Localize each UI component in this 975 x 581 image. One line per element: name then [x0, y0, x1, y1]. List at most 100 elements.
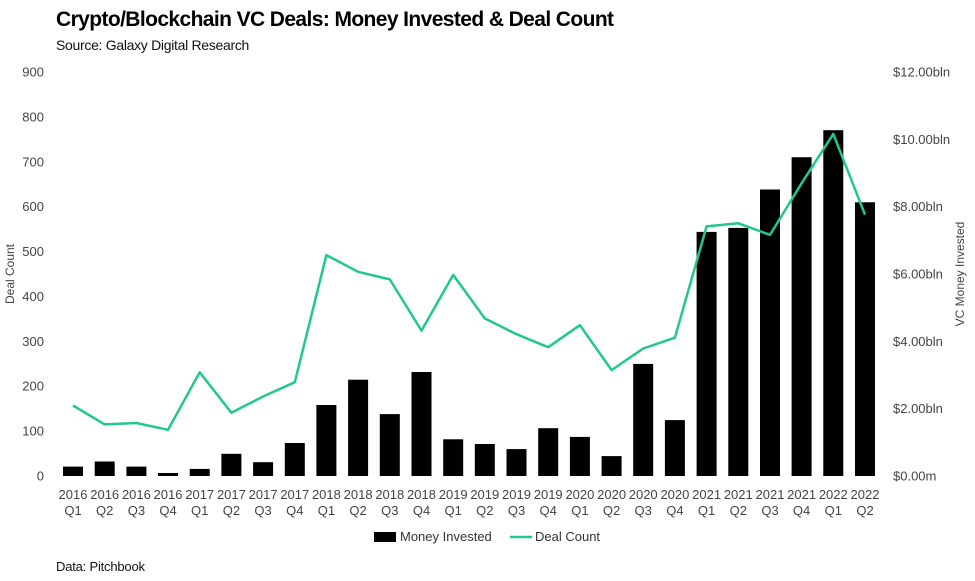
x-tick-year: 2021 — [787, 487, 816, 502]
right-tick-label: $12.00bln — [893, 65, 950, 80]
right-tick-label: $2.00bln — [893, 401, 943, 416]
bar-money-invested-18 — [633, 363, 654, 476]
bar-money-invested-6 — [253, 462, 274, 476]
data-source-note: Data: Pitchbook — [56, 559, 145, 574]
x-tick-quarter: Q3 — [761, 503, 778, 518]
x-tick-year: 2020 — [660, 487, 689, 502]
bar-money-invested-0 — [63, 466, 83, 476]
bar-money-invested-5 — [221, 453, 242, 476]
bar-money-invested-12 — [443, 439, 464, 476]
bar-money-invested-8 — [316, 405, 337, 476]
x-tick-quarter: Q4 — [286, 503, 303, 518]
right-axis: $0.00m $2.00bln $4.00bln $6.00bln $8.00bln $1… — [893, 65, 950, 484]
bar-money-invested-7 — [284, 443, 305, 476]
line-deal-count — [72, 132, 867, 432]
left-axis-title: Deal Count — [3, 243, 17, 304]
x-tick-quarter: Q4 — [413, 503, 430, 518]
bar-series — [63, 130, 875, 477]
left-tick-label: 300 — [22, 334, 44, 349]
x-tick-quarter: Q2 — [856, 503, 873, 518]
left-tick-label: 100 — [22, 424, 44, 439]
bar-money-invested-2 — [126, 466, 147, 476]
bar-money-invested-16 — [569, 436, 590, 476]
x-tick-quarter: Q1 — [571, 503, 588, 518]
left-tick-label: 800 — [22, 109, 44, 124]
legend-label-money-invested: Money Invested — [400, 529, 492, 544]
x-tick-quarter: Q2 — [603, 503, 620, 518]
x-tick-year: 2016 — [154, 487, 183, 502]
left-tick-label: 200 — [22, 379, 44, 394]
x-tick-year: 2022 — [851, 487, 880, 502]
right-tick-label: $6.00bln — [893, 267, 943, 282]
x-tick-year: 2017 — [217, 487, 246, 502]
bar-money-invested-10 — [379, 414, 400, 476]
x-tick-year: 2020 — [597, 487, 626, 502]
x-tick-year: 2021 — [724, 487, 753, 502]
bar-money-invested-1 — [94, 461, 115, 476]
right-tick-label: $10.00bln — [893, 132, 950, 147]
line-series — [72, 132, 867, 432]
x-tick-quarter: Q4 — [666, 503, 683, 518]
x-tick-year: 2022 — [819, 487, 848, 502]
x-tick-quarter: Q4 — [159, 503, 176, 518]
bar-money-invested-13 — [474, 444, 495, 476]
x-tick-year: 2018 — [312, 487, 341, 502]
x-tick-quarter: Q3 — [254, 503, 271, 518]
right-tick-label: $4.00bln — [893, 334, 943, 349]
left-tick-label: 900 — [22, 65, 44, 80]
left-tick-label: 400 — [22, 289, 44, 304]
x-tick-quarter: Q1 — [445, 503, 462, 518]
x-tick-year: 2020 — [565, 487, 594, 502]
x-tick-year: 2021 — [756, 487, 785, 502]
x-tick-quarter: Q1 — [825, 503, 842, 518]
left-tick-label: 700 — [22, 154, 44, 169]
x-tick-quarter: Q3 — [508, 503, 525, 518]
x-tick-year: 2020 — [629, 487, 658, 502]
right-tick-label: $0.00m — [893, 469, 936, 484]
x-tick-quarter: Q3 — [381, 503, 398, 518]
bar-money-invested-21 — [728, 227, 749, 476]
x-tick-quarter: Q2 — [349, 503, 366, 518]
legend-swatch-money-invested — [374, 532, 396, 542]
bar-money-invested-17 — [601, 456, 622, 476]
x-tick-quarter: Q3 — [128, 503, 145, 518]
x-tick-quarter: Q1 — [318, 503, 335, 518]
x-tick-year: 2018 — [407, 487, 436, 502]
x-tick-year: 2021 — [692, 487, 721, 502]
bar-money-invested-14 — [506, 449, 527, 476]
right-axis-title: VC Money Invested — [953, 222, 967, 327]
bar-money-invested-9 — [348, 379, 369, 476]
x-tick-quarter: Q1 — [698, 503, 715, 518]
bar-money-invested-20 — [696, 231, 717, 476]
bar-money-invested-22 — [760, 189, 780, 476]
x-tick-year: 2018 — [375, 487, 404, 502]
left-tick-label: 600 — [22, 199, 44, 214]
x-tick-quarter: Q1 — [191, 503, 208, 518]
bar-money-invested-19 — [664, 420, 685, 476]
x-tick-year: 2019 — [470, 487, 499, 502]
x-axis: 2016Q12016Q22016Q32016Q42017Q12017Q22017… — [59, 487, 880, 518]
bar-money-invested-3 — [158, 473, 178, 476]
x-tick-year: 2017 — [185, 487, 214, 502]
left-tick-label: 500 — [22, 244, 44, 259]
x-tick-year: 2016 — [122, 487, 151, 502]
x-tick-quarter: Q2 — [96, 503, 113, 518]
x-tick-quarter: Q3 — [635, 503, 652, 518]
x-tick-year: 2019 — [439, 487, 468, 502]
bar-money-invested-23 — [791, 157, 812, 476]
x-tick-year: 2017 — [280, 487, 309, 502]
x-tick-quarter: Q4 — [793, 503, 810, 518]
bar-money-invested-24 — [823, 130, 844, 476]
x-tick-year: 2017 — [249, 487, 278, 502]
x-tick-quarter: Q4 — [540, 503, 557, 518]
x-tick-year: 2019 — [502, 487, 531, 502]
x-tick-year: 2019 — [534, 487, 563, 502]
x-tick-year: 2018 — [344, 487, 373, 502]
x-tick-year: 2016 — [90, 487, 119, 502]
legend: Money Invested Deal Count — [374, 529, 600, 544]
chart-subtitle: Source: Galaxy Digital Research — [56, 37, 250, 53]
bar-money-invested-15 — [538, 428, 559, 476]
left-axis: 0 100 200 300 400 500 600 700 800 900 — [22, 65, 44, 484]
right-tick-label: $8.00bln — [893, 199, 943, 214]
